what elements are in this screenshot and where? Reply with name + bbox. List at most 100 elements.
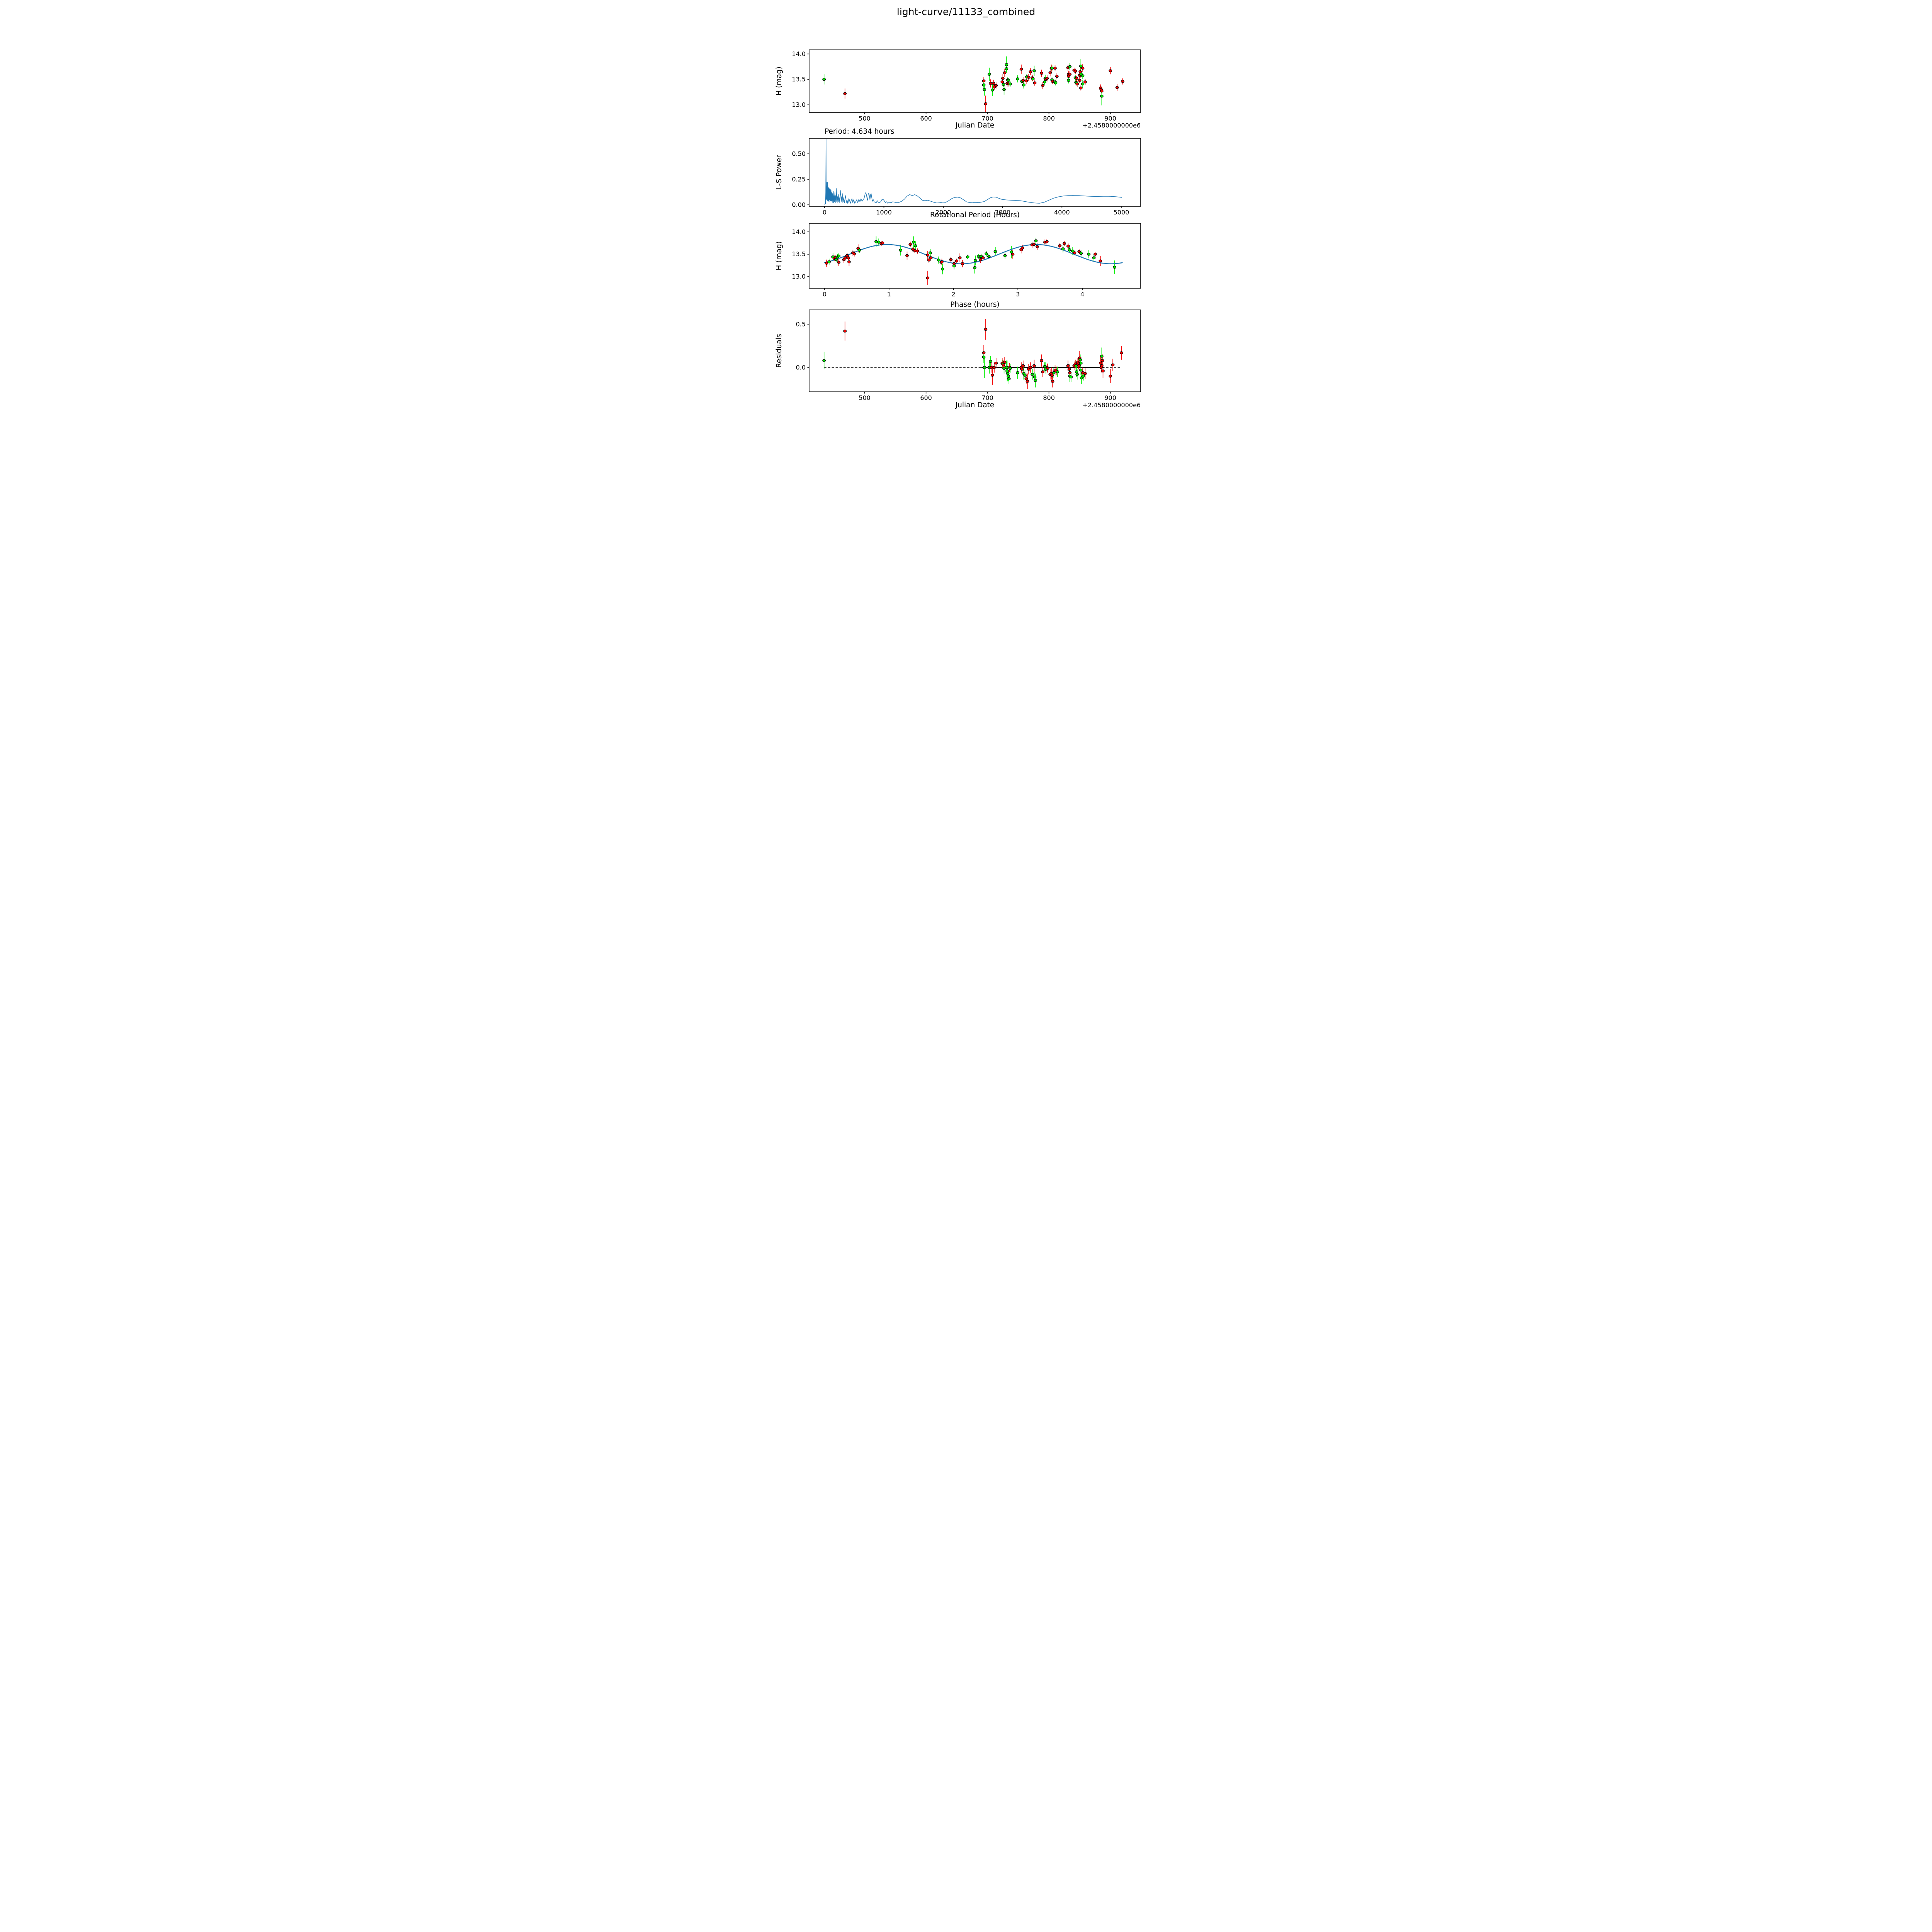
green-data-point <box>1113 265 1116 269</box>
green-data-point <box>990 88 994 92</box>
green-data-point <box>1056 370 1060 374</box>
green-data-point <box>1033 375 1037 379</box>
green-data-point <box>983 88 986 91</box>
y-tick-label: 0.5 <box>796 320 806 328</box>
y-tick-label: 13.0 <box>792 101 806 109</box>
red-data-point <box>982 351 986 354</box>
red-data-point <box>1021 79 1025 82</box>
red-data-point <box>992 82 995 85</box>
red-data-point <box>1066 364 1070 367</box>
green-data-point <box>966 255 969 259</box>
red-data-point <box>1066 245 1070 248</box>
red-data-point <box>1078 70 1082 73</box>
red-data-point <box>1024 377 1028 380</box>
lightcurve-axes-frame <box>809 49 1141 113</box>
red-data-point <box>1121 80 1124 83</box>
red-data-point <box>1024 79 1028 83</box>
red-data-point <box>1100 89 1104 93</box>
red-data-point <box>1068 371 1072 374</box>
red-data-point <box>1045 77 1049 80</box>
periodogram-xlabel: Rotational Period (Hours) <box>930 211 1020 219</box>
x-tick-label: 0 <box>823 291 827 298</box>
red-data-point <box>1067 367 1071 371</box>
red-data-point <box>1033 81 1037 85</box>
green-data-point <box>1032 69 1036 72</box>
red-data-point <box>1003 71 1007 75</box>
green-data-point <box>1031 77 1035 80</box>
green-data-point <box>913 244 917 247</box>
green-data-point <box>989 360 992 363</box>
residuals-panel: 500 600 700 800 900 0.0 0.5 Julian Date Residual… <box>775 310 1141 409</box>
periodogram-data-layer <box>824 138 1122 205</box>
y-tick-label: 14.0 <box>792 50 806 58</box>
red-data-point <box>929 256 933 260</box>
phased-plot-area <box>809 223 1141 288</box>
x-tick-label: 5000 <box>1114 209 1129 216</box>
green-data-point <box>1007 79 1010 82</box>
red-data-point <box>979 258 982 261</box>
red-data-point <box>915 250 919 253</box>
green-data-point <box>827 260 831 264</box>
red-data-point <box>1111 363 1115 367</box>
red-data-point <box>1050 374 1054 377</box>
green-data-point <box>1079 65 1083 68</box>
green-data-point <box>982 83 986 87</box>
green-data-point <box>1007 374 1010 378</box>
green-data-point <box>834 258 838 261</box>
red-data-point <box>927 259 931 262</box>
green-data-point <box>982 355 986 359</box>
red-data-point <box>1040 359 1043 362</box>
red-data-point <box>1055 75 1059 78</box>
red-data-point <box>992 366 996 369</box>
red-data-point <box>908 243 912 246</box>
x-tick-label: 900 <box>1104 394 1116 401</box>
red-data-point <box>845 254 849 257</box>
phased-xlabel: Phase (hours) <box>950 301 1000 309</box>
red-data-point <box>1041 370 1045 374</box>
x-tick-label: 800 <box>1043 115 1055 122</box>
red-data-point <box>847 260 851 264</box>
red-data-point <box>1035 245 1039 248</box>
green-data-point <box>1100 95 1104 98</box>
x-tick-label: 1 <box>887 291 891 298</box>
green-data-point <box>1079 252 1083 255</box>
red-data-point <box>1048 71 1052 75</box>
x-tick-label: 4 <box>1080 291 1084 298</box>
green-data-point <box>993 250 997 253</box>
lightcurve-plot-area <box>809 50 1141 112</box>
red-data-point <box>1053 66 1057 70</box>
red-data-point <box>843 256 847 260</box>
red-data-point <box>990 374 994 377</box>
green-data-point <box>973 259 977 262</box>
red-data-point <box>958 256 962 260</box>
green-data-point <box>1009 82 1012 86</box>
green-data-point <box>1078 358 1082 361</box>
green-data-point <box>822 78 826 81</box>
green-data-point <box>1043 80 1046 83</box>
red-data-point <box>1051 380 1054 383</box>
green-data-point <box>1052 371 1056 374</box>
green-data-point <box>1079 368 1083 372</box>
green-data-point <box>1016 77 1019 80</box>
red-data-point <box>981 256 985 260</box>
green-data-point <box>877 240 881 244</box>
y-tick-label: 13.5 <box>792 250 806 258</box>
green-data-point <box>1050 66 1054 70</box>
red-data-point <box>1011 253 1015 256</box>
red-data-point <box>955 259 959 263</box>
red-data-point <box>989 82 992 85</box>
red-data-point <box>1083 372 1087 375</box>
red-data-point <box>837 260 841 264</box>
green-data-point <box>973 266 976 269</box>
green-data-point <box>837 254 841 258</box>
green-data-point <box>1010 250 1014 253</box>
red-data-point <box>994 362 998 365</box>
green-data-point <box>985 252 988 255</box>
red-data-point <box>1029 70 1032 73</box>
red-data-point <box>1075 77 1078 80</box>
red-data-point <box>1094 253 1097 256</box>
green-data-point <box>1031 373 1034 376</box>
red-data-point <box>1109 69 1112 72</box>
y-tick-label: 0.50 <box>792 150 806 157</box>
green-data-point <box>1016 371 1019 374</box>
